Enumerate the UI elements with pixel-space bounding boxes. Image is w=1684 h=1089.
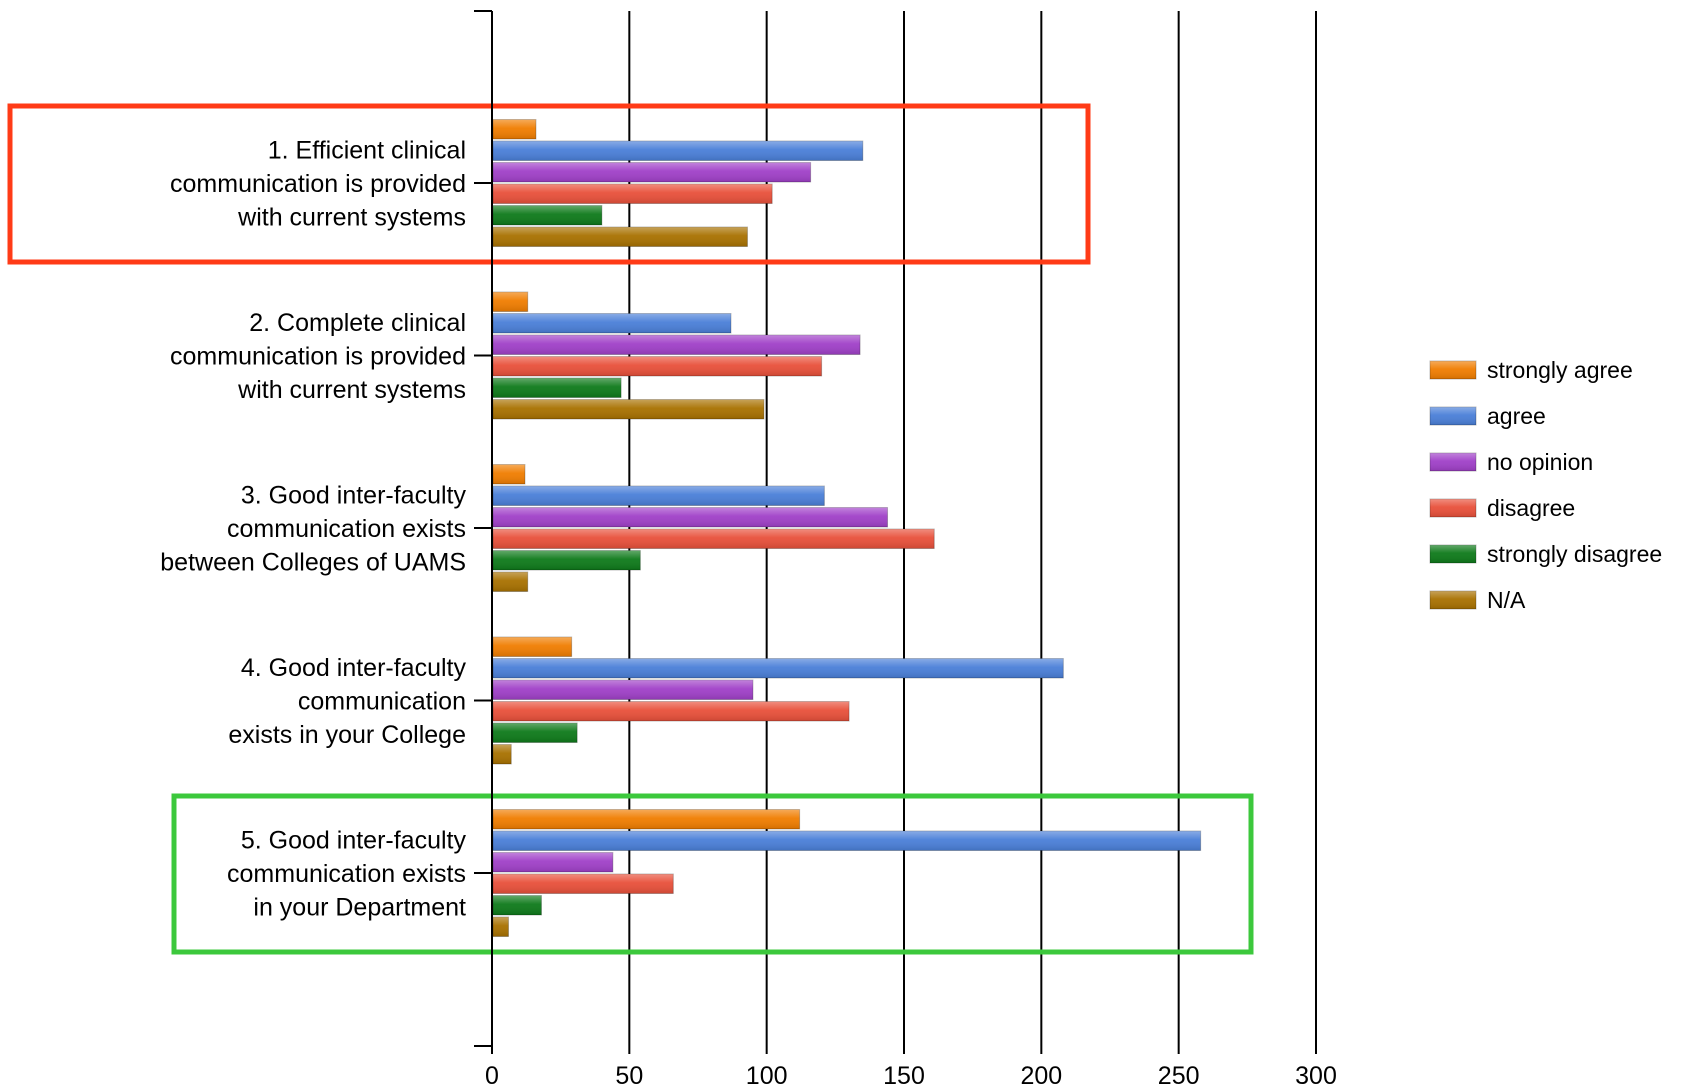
legend-label-strongly-disagree: strongly disagree <box>1487 541 1662 567</box>
bar-sheen-no-opinion-cat-5 <box>493 852 613 872</box>
legend: strongly agree agree no opinion disagree str… <box>1429 357 1662 613</box>
category-label-line: communication exists <box>227 860 466 888</box>
category-label-line: 3. Good inter-faculty <box>241 482 467 510</box>
gridlines <box>628 11 1317 1046</box>
category-label-2: 2. Complete clinical communication is pro… <box>170 309 466 404</box>
bars <box>492 119 1202 937</box>
x-tick-label-50: 50 <box>615 1062 643 1089</box>
category-label-5: 5. Good inter-faculty communication exist… <box>227 827 466 922</box>
legend-swatch-sheen-strongly-disagree <box>1430 545 1476 563</box>
category-label-1: 1. Efficient clinical communication is pr… <box>170 137 466 232</box>
legend-swatch-sheen-disagree <box>1430 499 1476 517</box>
category-labels: 1. Efficient clinical communication is pr… <box>160 137 466 922</box>
bar-sheen-agree-cat-1 <box>493 141 863 161</box>
bar-sheen-disagree-cat-5 <box>493 874 674 894</box>
bar-sheen-strongly-agree-cat-2 <box>493 292 528 312</box>
bar-sheen-agree-cat-3 <box>493 486 825 506</box>
bar-sheen-strongly-agree-cat-1 <box>493 119 536 139</box>
legend-label-disagree: disagree <box>1487 495 1575 521</box>
bar-sheen-strongly-disagree-cat-4 <box>493 723 578 743</box>
bar-sheen-strongly-agree-cat-5 <box>493 809 800 829</box>
highlight-box-5 <box>171 793 1254 955</box>
bar-sheen-n-a-cat-2 <box>493 399 764 419</box>
category-label-line: in your Department <box>253 894 466 922</box>
category-label-line: communication is provided <box>170 170 466 198</box>
category-label-line: communication <box>298 688 466 716</box>
x-tick-label-250: 250 <box>1158 1062 1200 1089</box>
category-label-4: 4. Good inter-faculty communication exists… <box>228 654 466 749</box>
category-label-line: 5. Good inter-faculty <box>241 827 467 855</box>
bar-sheen-strongly-agree-cat-4 <box>493 637 572 657</box>
legend-label-no-opinion: no opinion <box>1487 449 1593 475</box>
bar-sheen-strongly-disagree-cat-5 <box>493 895 542 915</box>
x-tick-label-300: 300 <box>1295 1062 1337 1089</box>
bar-sheen-agree-cat-5 <box>493 831 1201 851</box>
bar-sheen-strongly-disagree-cat-1 <box>493 205 602 225</box>
legend-label-strongly-agree: strongly agree <box>1487 357 1633 383</box>
bar-sheen-agree-cat-4 <box>493 658 1064 678</box>
legend-swatch-sheen-no-opinion <box>1430 453 1476 471</box>
category-label-line: 2. Complete clinical <box>249 309 466 337</box>
category-label-3: 3. Good inter-faculty communication exist… <box>160 482 466 577</box>
bar-sheen-disagree-cat-3 <box>493 529 935 549</box>
bar-sheen-strongly-agree-cat-3 <box>493 464 525 484</box>
legend-swatch-sheen-n-a <box>1430 591 1476 609</box>
bar-sheen-disagree-cat-4 <box>493 701 850 721</box>
legend-swatch-sheen-agree <box>1430 407 1476 425</box>
axes <box>474 10 1317 1054</box>
bar-sheen-n-a-cat-5 <box>493 917 509 937</box>
category-label-line: with current systems <box>237 204 466 232</box>
category-label-line: exists in your College <box>228 721 466 749</box>
bar-sheen-no-opinion-cat-3 <box>493 507 888 527</box>
bar-sheen-disagree-cat-2 <box>493 356 822 376</box>
legend-label-n-a: N/A <box>1487 587 1526 613</box>
legend-swatch-sheen-strongly-agree <box>1430 361 1476 379</box>
bar-sheen-n-a-cat-3 <box>493 572 528 592</box>
category-label-line: with current systems <box>237 376 466 404</box>
bar-sheen-n-a-cat-4 <box>493 744 512 764</box>
category-label-line: 1. Efficient clinical <box>268 137 466 165</box>
x-tick-label-200: 200 <box>1020 1062 1062 1089</box>
highlight-box-1 <box>7 103 1091 265</box>
x-tick-labels: 0 50 100 150 200 250 300 <box>485 1062 1337 1089</box>
category-label-line: between Colleges of UAMS <box>160 549 466 577</box>
x-tick-label-150: 150 <box>883 1062 925 1089</box>
legend-label-agree: agree <box>1487 403 1546 429</box>
category-label-line: communication is provided <box>170 343 466 371</box>
bar-sheen-no-opinion-cat-2 <box>493 335 861 355</box>
highlight-boxes <box>7 103 1254 955</box>
x-tick-label-100: 100 <box>746 1062 788 1089</box>
bar-sheen-no-opinion-cat-4 <box>493 680 753 700</box>
x-tick-label-0: 0 <box>485 1062 499 1089</box>
bar-sheen-no-opinion-cat-1 <box>493 162 811 182</box>
category-label-line: communication exists <box>227 515 466 543</box>
bar-sheen-n-a-cat-1 <box>493 227 748 247</box>
bar-sheen-disagree-cat-1 <box>493 184 773 204</box>
bar-sheen-strongly-disagree-cat-2 <box>493 378 622 398</box>
bar-sheen-agree-cat-2 <box>493 313 731 333</box>
category-label-line: 4. Good inter-faculty <box>241 654 467 682</box>
bar-sheen-strongly-disagree-cat-3 <box>493 550 641 570</box>
